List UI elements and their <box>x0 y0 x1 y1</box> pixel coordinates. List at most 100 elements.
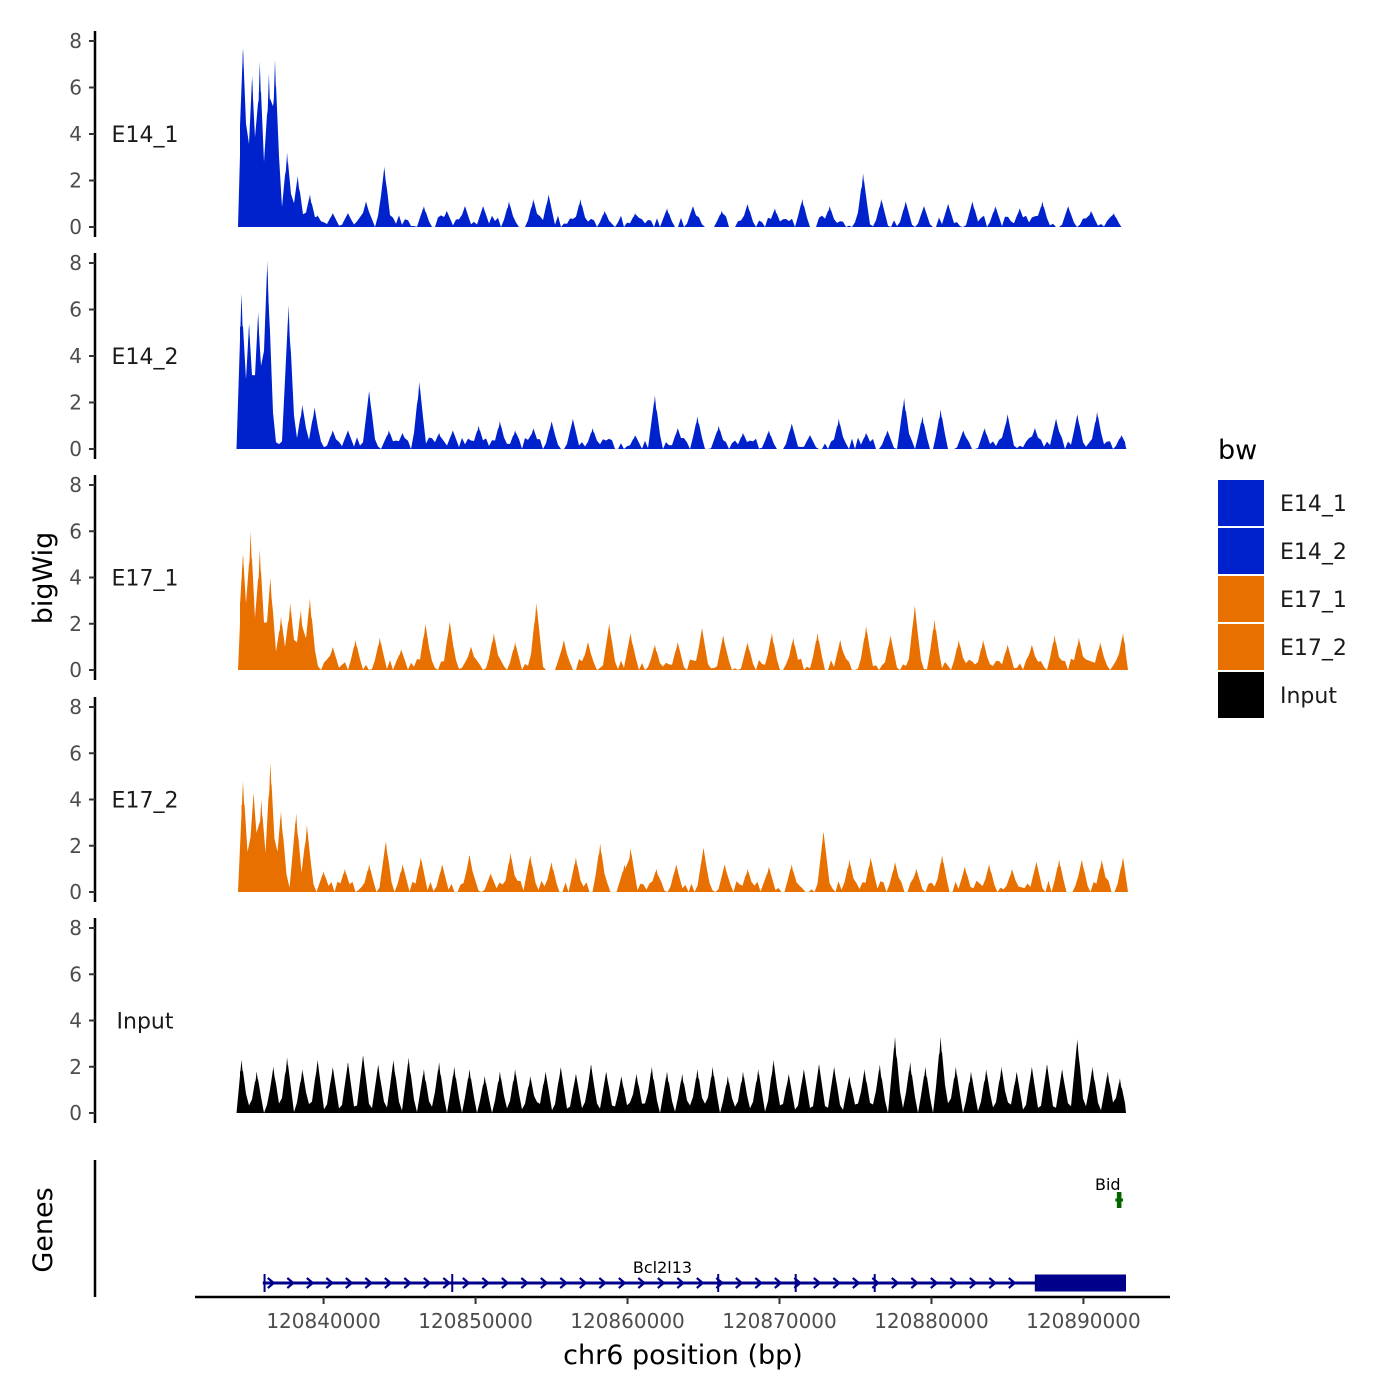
signal-peak <box>1096 859 1107 892</box>
signal-peak <box>555 1066 566 1113</box>
signal-peak <box>844 1076 855 1113</box>
signal-peak <box>967 201 978 227</box>
signal-peak <box>1054 859 1065 892</box>
signal-peak <box>786 423 797 449</box>
y-tick-label: 2 <box>69 612 82 636</box>
signal-peak <box>1114 1078 1125 1113</box>
track-label: E14_2 <box>112 345 179 370</box>
signal-peak <box>441 210 452 227</box>
y-tick-label: 6 <box>69 741 82 765</box>
signal-peak <box>1118 633 1128 670</box>
strand-arrow-icon <box>657 1277 666 1289</box>
legend-swatch <box>1218 528 1264 574</box>
signal-peak <box>692 1069 703 1113</box>
legend-label: Input <box>1280 684 1337 709</box>
signal-peak <box>464 855 475 892</box>
signal-peak <box>304 194 315 227</box>
signal-peak <box>586 1064 597 1113</box>
signal-peak <box>327 213 338 227</box>
signal-peak <box>630 435 641 449</box>
strand-arrow-icon <box>754 1277 764 1289</box>
signal-peak <box>662 208 672 227</box>
signal-peak <box>911 868 922 892</box>
signal-peak <box>1057 1069 1068 1113</box>
signal-peak <box>449 1066 460 1113</box>
genes-track-label: Genes <box>28 1187 59 1272</box>
strand-arrow-icon <box>637 1277 647 1289</box>
signal-peak <box>342 1062 353 1113</box>
signal-peak <box>798 1069 809 1113</box>
signal-peak <box>528 199 539 227</box>
signal-peak <box>525 855 536 892</box>
signal-peak <box>918 206 929 227</box>
signal-peak <box>1049 635 1060 670</box>
gene-label: Bid <box>1095 1175 1121 1194</box>
signal-peak <box>768 1059 779 1113</box>
signal-peak <box>248 792 259 892</box>
x-tick-label: 120870000 <box>722 1309 837 1333</box>
signal-peak <box>575 199 586 227</box>
signal-peak <box>238 554 248 670</box>
signal-peak <box>786 864 797 892</box>
y-tick-label: 8 <box>69 916 82 940</box>
signal-peak <box>528 428 539 449</box>
y-tick-label: 0 <box>69 437 82 461</box>
signal-peak <box>1002 644 1013 670</box>
signal-peak <box>630 213 641 227</box>
signal-peak <box>890 1036 900 1113</box>
signal-peak <box>966 1071 976 1113</box>
signal-peak <box>978 639 989 670</box>
y-tick-label: 2 <box>69 391 82 415</box>
strand-arrow-icon <box>559 1277 569 1289</box>
strand-arrow-icon <box>520 1277 530 1289</box>
signal-peak <box>1092 411 1103 449</box>
gene-exon <box>1034 1274 1126 1292</box>
strand-arrow-icon <box>579 1277 588 1289</box>
y-tick-label: 4 <box>69 122 82 146</box>
signal-peak <box>361 201 372 227</box>
signal-peak <box>292 175 303 227</box>
y-tick-label: 4 <box>69 344 82 368</box>
gene-exon <box>1116 1192 1122 1208</box>
gene-exon <box>794 1274 797 1292</box>
signal-peak <box>238 781 248 892</box>
signal-peak <box>599 210 610 227</box>
strand-arrow-icon <box>832 1277 842 1289</box>
signal-peak <box>981 1069 992 1113</box>
y-tick-label: 6 <box>69 519 82 543</box>
signal-peak <box>763 866 774 892</box>
signal-peak <box>937 855 948 892</box>
signal-peak <box>783 1073 794 1113</box>
signal-peak <box>397 432 408 449</box>
y-tick-label: 4 <box>69 1009 82 1033</box>
signal-peak <box>570 857 581 892</box>
signal-peak <box>504 201 514 227</box>
signal-peak <box>874 1064 885 1113</box>
signal-peak <box>804 435 815 449</box>
signal-peak <box>899 397 910 449</box>
signal-area-E17_1 <box>240 555 1126 670</box>
signal-peak <box>297 404 308 449</box>
signal-peak <box>262 260 273 449</box>
signal-peak <box>672 428 683 449</box>
gene-exon <box>263 1274 266 1292</box>
strand-arrow-icon <box>364 1277 374 1289</box>
signal-area-E14_2 <box>240 270 1126 449</box>
signal-peak <box>979 428 990 449</box>
signal-peak <box>671 864 682 892</box>
signal-peak <box>1072 414 1083 449</box>
strand-arrow-icon <box>384 1277 393 1289</box>
signal-peak <box>1026 1066 1037 1113</box>
y-tick-label: 4 <box>69 788 82 812</box>
signal-peak <box>649 644 660 670</box>
signal-peak <box>283 304 294 449</box>
signal-peak <box>882 430 893 449</box>
strand-arrow-icon <box>1008 1277 1017 1289</box>
signal-peak <box>309 407 320 449</box>
signal-peak <box>525 1076 536 1113</box>
signal-peak <box>420 623 431 670</box>
signal-peak <box>692 416 703 449</box>
signal-peak <box>418 1069 429 1113</box>
gene-Bid: Bid <box>1095 1175 1123 1208</box>
signal-peak <box>861 626 872 670</box>
